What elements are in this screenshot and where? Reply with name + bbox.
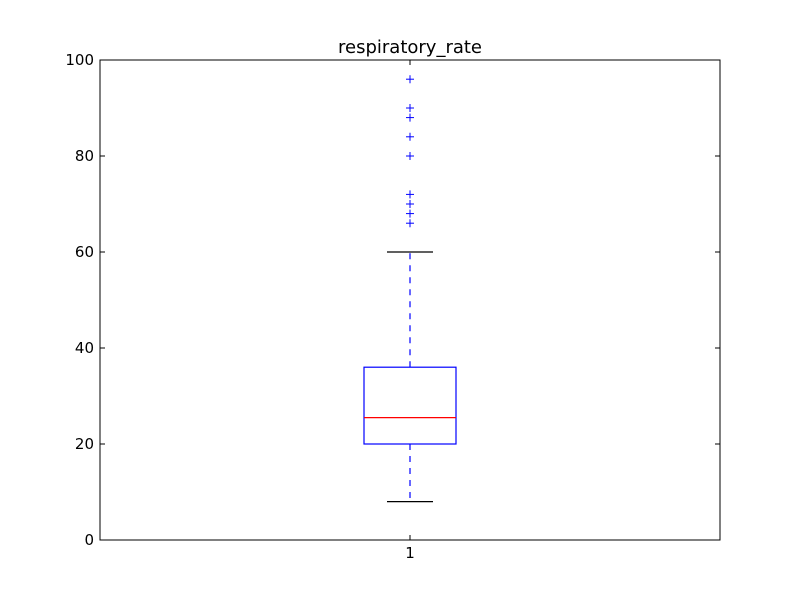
outlier-point [406,75,414,84]
outlier-point [406,104,414,112]
y-tick-label: 0 [84,531,94,549]
chart-title: respiratory_rate [338,37,482,58]
y-tick-label: 60 [75,243,94,261]
outlier-point [406,152,414,160]
plot-area: 0 20 40 60 80 100 1 [65,51,721,562]
x-tick-label: 1 [405,544,415,562]
y-tick-label: 100 [65,51,94,69]
outlier-point [406,113,414,122]
outlier-point [406,190,414,199]
y-tick-label: 80 [75,147,94,165]
outlier-point [406,209,414,218]
iqr-box [363,366,457,445]
y-tick-label: 40 [75,339,94,357]
outlier-point [406,132,414,141]
y-tick-label: 20 [75,435,94,453]
outlier-point [406,219,414,228]
outlier-point [406,200,414,208]
